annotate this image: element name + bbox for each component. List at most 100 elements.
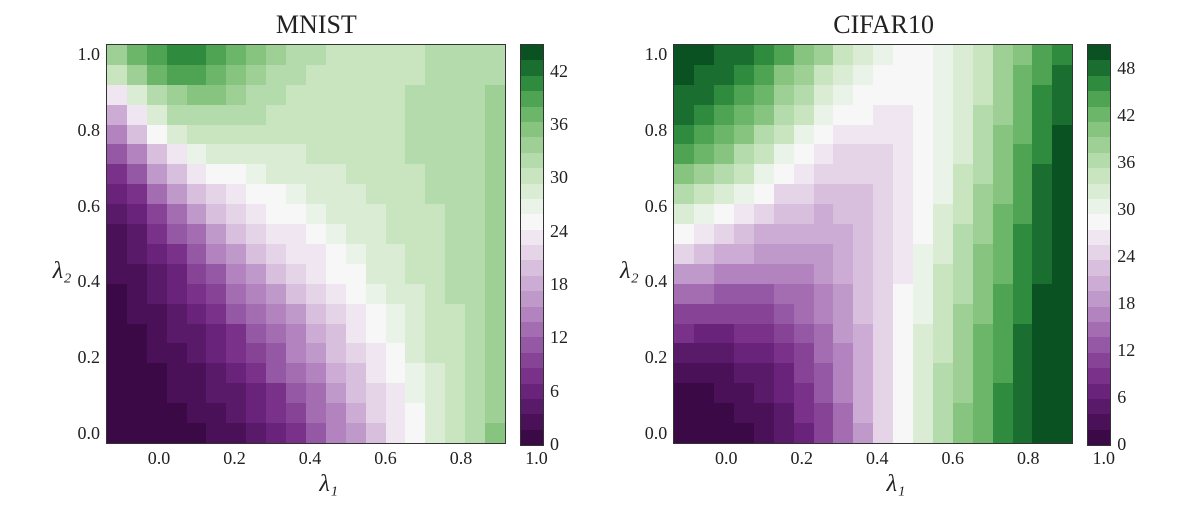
- heatmap-cell: [445, 423, 465, 443]
- heatmap-cell: [266, 383, 286, 403]
- heatmap-cell: [913, 105, 933, 125]
- heatmap-cell: [187, 105, 207, 125]
- heatmap-cell: [1032, 125, 1052, 145]
- colorbar-segment: [1088, 322, 1110, 337]
- heatmap-cell: [1032, 284, 1052, 304]
- heatmap-cell: [754, 125, 774, 145]
- heatmap-cell: [754, 284, 774, 304]
- heatmap-cell: [953, 284, 973, 304]
- heatmap-cell: [445, 164, 465, 184]
- heatmap-cell: [893, 264, 913, 284]
- heatmap-cell: [774, 343, 794, 363]
- heatmap-cell: [326, 65, 346, 85]
- heatmap-cell: [246, 383, 266, 403]
- heatmap-cell: [187, 403, 207, 423]
- heatmap-cell: [953, 383, 973, 403]
- heatmap-cell: [366, 324, 386, 344]
- heatmap-cell: [147, 105, 167, 125]
- heatmap-cell: [306, 383, 326, 403]
- heatmap-cell: [107, 324, 127, 344]
- heatmap-cell: [465, 105, 485, 125]
- heatmap-cell: [893, 125, 913, 145]
- heatmap-cell: [953, 85, 973, 105]
- heatmap-cell: [833, 85, 853, 105]
- heatmap-cell: [1032, 184, 1052, 204]
- heatmap-cell: [465, 184, 485, 204]
- heatmap-cell: [386, 144, 406, 164]
- heatmap-cell: [694, 85, 714, 105]
- heatmap-cell: [147, 224, 167, 244]
- heatmap-cell: [814, 264, 834, 284]
- heatmap-cell: [674, 324, 694, 344]
- heatmap-cell: [1032, 324, 1052, 344]
- heatmap-cell: [167, 65, 187, 85]
- heatmap-cell: [993, 45, 1013, 65]
- heatmap-cell: [286, 304, 306, 324]
- heatmap-cell: [794, 423, 814, 443]
- heatmap-cell: [933, 403, 953, 423]
- heatmap-cell: [913, 164, 933, 184]
- colorbar-segment: [521, 384, 543, 399]
- heatmap-cell: [405, 264, 425, 284]
- heatmap-cell: [326, 244, 346, 264]
- heatmap-cell: [973, 125, 993, 145]
- y-tick-label: 0.8: [645, 120, 668, 141]
- heatmap-cell: [187, 65, 207, 85]
- heatmap-cell: [814, 244, 834, 264]
- heatmap-cell: [1032, 65, 1052, 85]
- plot-and-ticks: 1.00.80.60.40.20.0 06121824303642: [78, 44, 581, 444]
- heatmap-cell: [405, 105, 425, 125]
- heatmap-cell: [226, 284, 246, 304]
- heatmap-cell: [674, 284, 694, 304]
- heatmap-cell: [933, 105, 953, 125]
- colorbar-tick-label: 24: [1117, 246, 1135, 267]
- heatmap-cell: [973, 85, 993, 105]
- heatmap-cell: [794, 343, 814, 363]
- heatmap-cell: [366, 244, 386, 264]
- heatmap-cell: [794, 65, 814, 85]
- heatmap-cell: [734, 204, 754, 224]
- heatmap-cell: [993, 224, 1013, 244]
- heatmap-cell: [1052, 244, 1072, 264]
- heatmap-cell: [953, 423, 973, 443]
- heatmap-cell: [167, 144, 187, 164]
- heatmap-cell: [167, 85, 187, 105]
- heatmap-cell: [167, 184, 187, 204]
- heatmap-cell: [674, 45, 694, 65]
- heatmap-cell: [873, 224, 893, 244]
- heatmap-cell: [1032, 403, 1052, 423]
- y-tick-label: 0.4: [78, 271, 101, 292]
- heatmap-cell: [734, 184, 754, 204]
- heatmap-cell: [187, 363, 207, 383]
- heatmap-cell: [445, 65, 465, 85]
- heatmap-cell: [366, 105, 386, 125]
- heatmap-cell: [366, 45, 386, 65]
- heatmap-cell: [674, 304, 694, 324]
- heatmap-cell: [933, 363, 953, 383]
- colorbar-tick-label: 6: [1117, 387, 1126, 408]
- heatmap-cell: [933, 85, 953, 105]
- heatmap-cell: [873, 184, 893, 204]
- heatmap-cell: [206, 324, 226, 344]
- heatmap-cell: [933, 343, 953, 363]
- heatmap-cell: [366, 363, 386, 383]
- colorbar-segment: [1088, 230, 1110, 245]
- heatmap-cell: [346, 423, 366, 443]
- y-axis-label: λ₂: [53, 258, 72, 285]
- colorbar-segment: [521, 91, 543, 106]
- heatmap-cell: [1052, 45, 1072, 65]
- heatmap-cell: [485, 125, 505, 145]
- heatmap-cell: [893, 363, 913, 383]
- heatmap-cell: [366, 224, 386, 244]
- heatmap-cell: [405, 65, 425, 85]
- plot-row: λ₂ 1.00.80.60.40.20.0 0612182430364248 0…: [620, 44, 1147, 498]
- x-tick-label: 0.2: [223, 448, 246, 469]
- heatmap-cell: [425, 383, 445, 403]
- heatmap-cell: [913, 85, 933, 105]
- heatmap-cell: [226, 343, 246, 363]
- y-ticks: 1.00.80.60.40.20.0: [645, 44, 668, 444]
- heatmap-cell: [465, 65, 485, 85]
- heatmap-cell: [405, 184, 425, 204]
- heatmap-cell: [953, 125, 973, 145]
- heatmap-cell: [814, 65, 834, 85]
